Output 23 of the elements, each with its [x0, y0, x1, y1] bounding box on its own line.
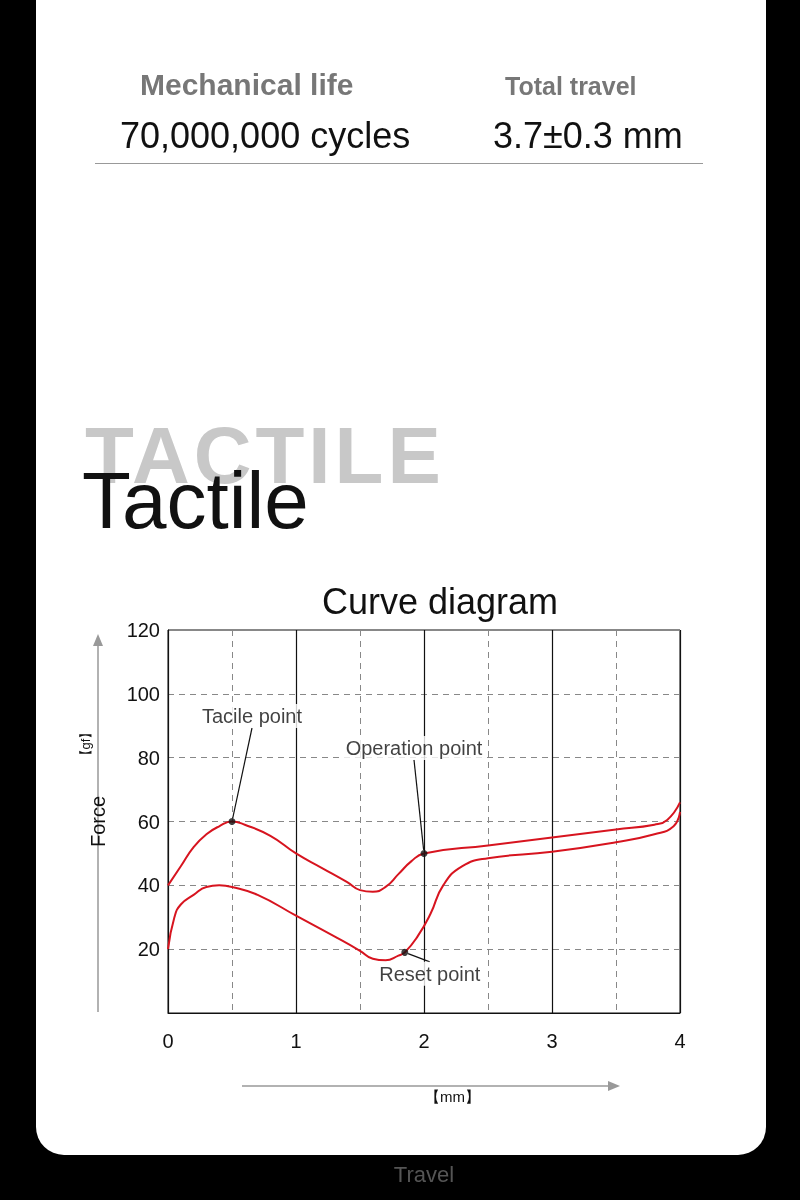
text: 【mm】 [425, 1088, 480, 1107]
annotation: Reset point [379, 962, 481, 985]
x-tick-label: 2 [418, 1030, 430, 1052]
annotation: Tacile point [201, 705, 303, 727]
x-axis-title: Travel [393, 1161, 455, 1187]
x-tick-label: 1 [290, 1030, 302, 1052]
x-tick-label: 4 [674, 1030, 686, 1052]
chart-title: Curve diagram [321, 580, 559, 622]
y-axis-title: Force [87, 795, 109, 848]
annotation: Operation point [345, 736, 483, 759]
y-tick-label: 40 [137, 874, 160, 897]
y-tick-label: 20 [137, 938, 160, 961]
text: 【gf】 [77, 725, 95, 763]
y-tick-label: 120 [126, 619, 160, 641]
x-tick-label: 0 [162, 1030, 174, 1052]
text: Total travel [505, 72, 637, 101]
text: 70,000,000 cycles [120, 115, 411, 157]
text: Mechanical life [140, 68, 354, 102]
text: 3.7±0.3 mm [493, 115, 683, 157]
y-tick-label: 60 [137, 810, 160, 833]
x-tick-label: 3 [546, 1030, 558, 1052]
y-tick-label: 100 [126, 682, 160, 705]
y-tick-label: 80 [137, 746, 160, 769]
